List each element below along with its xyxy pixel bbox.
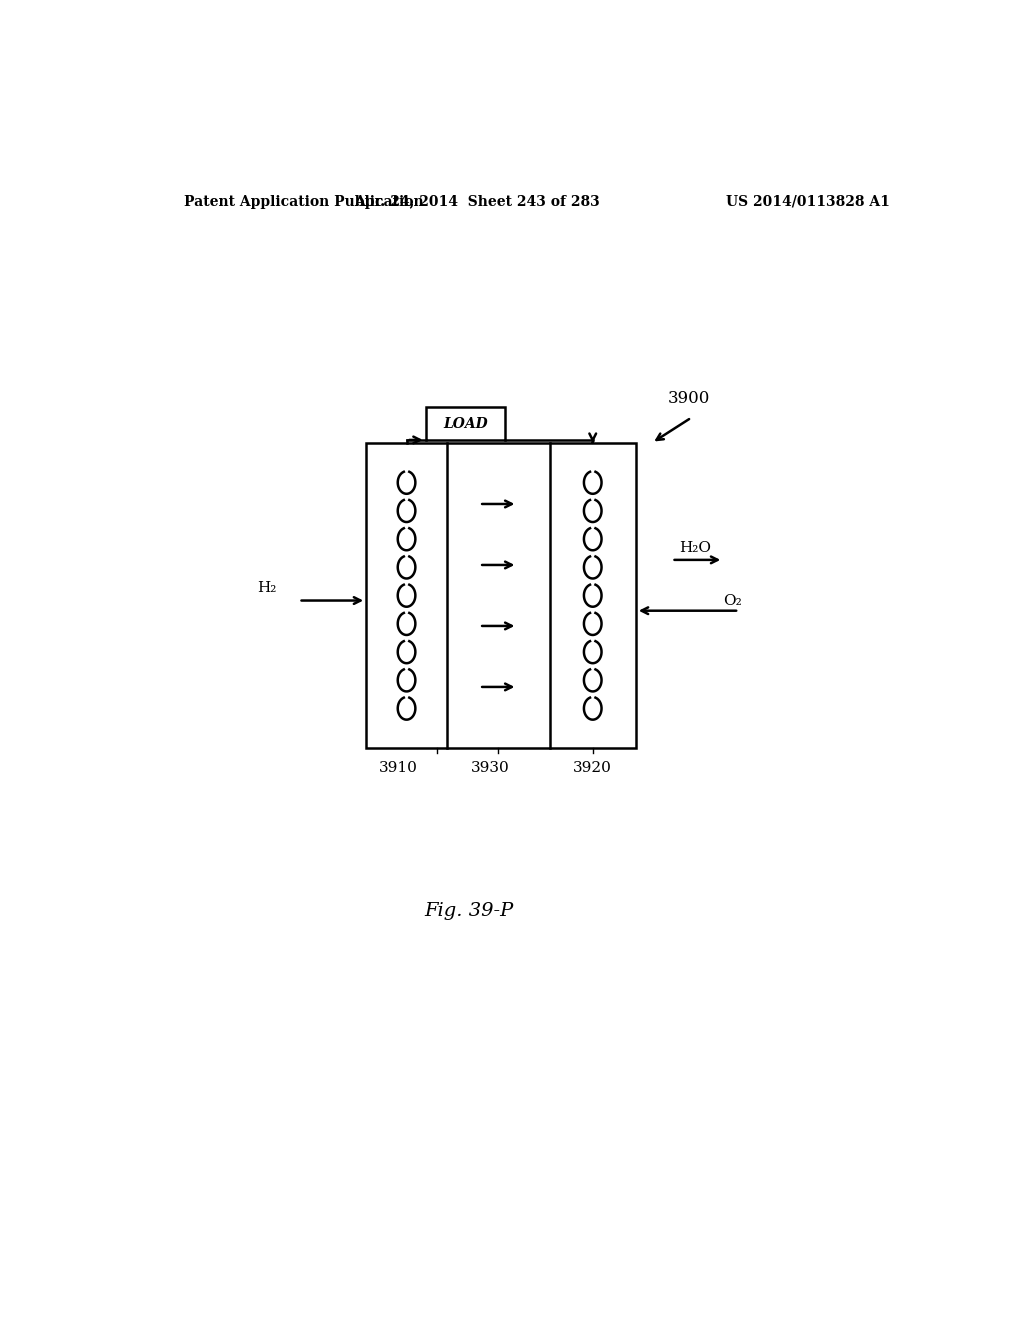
Text: LOAD: LOAD <box>443 417 487 430</box>
Text: US 2014/0113828 A1: US 2014/0113828 A1 <box>726 195 890 209</box>
Text: H₂O: H₂O <box>680 541 712 554</box>
Text: Apr. 24, 2014  Sheet 243 of 283: Apr. 24, 2014 Sheet 243 of 283 <box>354 195 600 209</box>
Text: Patent Application Publication: Patent Application Publication <box>183 195 423 209</box>
Text: 3910: 3910 <box>379 762 418 775</box>
Text: H₂: H₂ <box>257 581 276 595</box>
Bar <box>426 408 505 440</box>
Text: Fig. 39-P: Fig. 39-P <box>425 902 514 920</box>
Text: 3900: 3900 <box>668 391 710 408</box>
Text: O₂: O₂ <box>723 594 742 607</box>
Text: 3930: 3930 <box>471 762 510 775</box>
Text: 3920: 3920 <box>573 762 612 775</box>
